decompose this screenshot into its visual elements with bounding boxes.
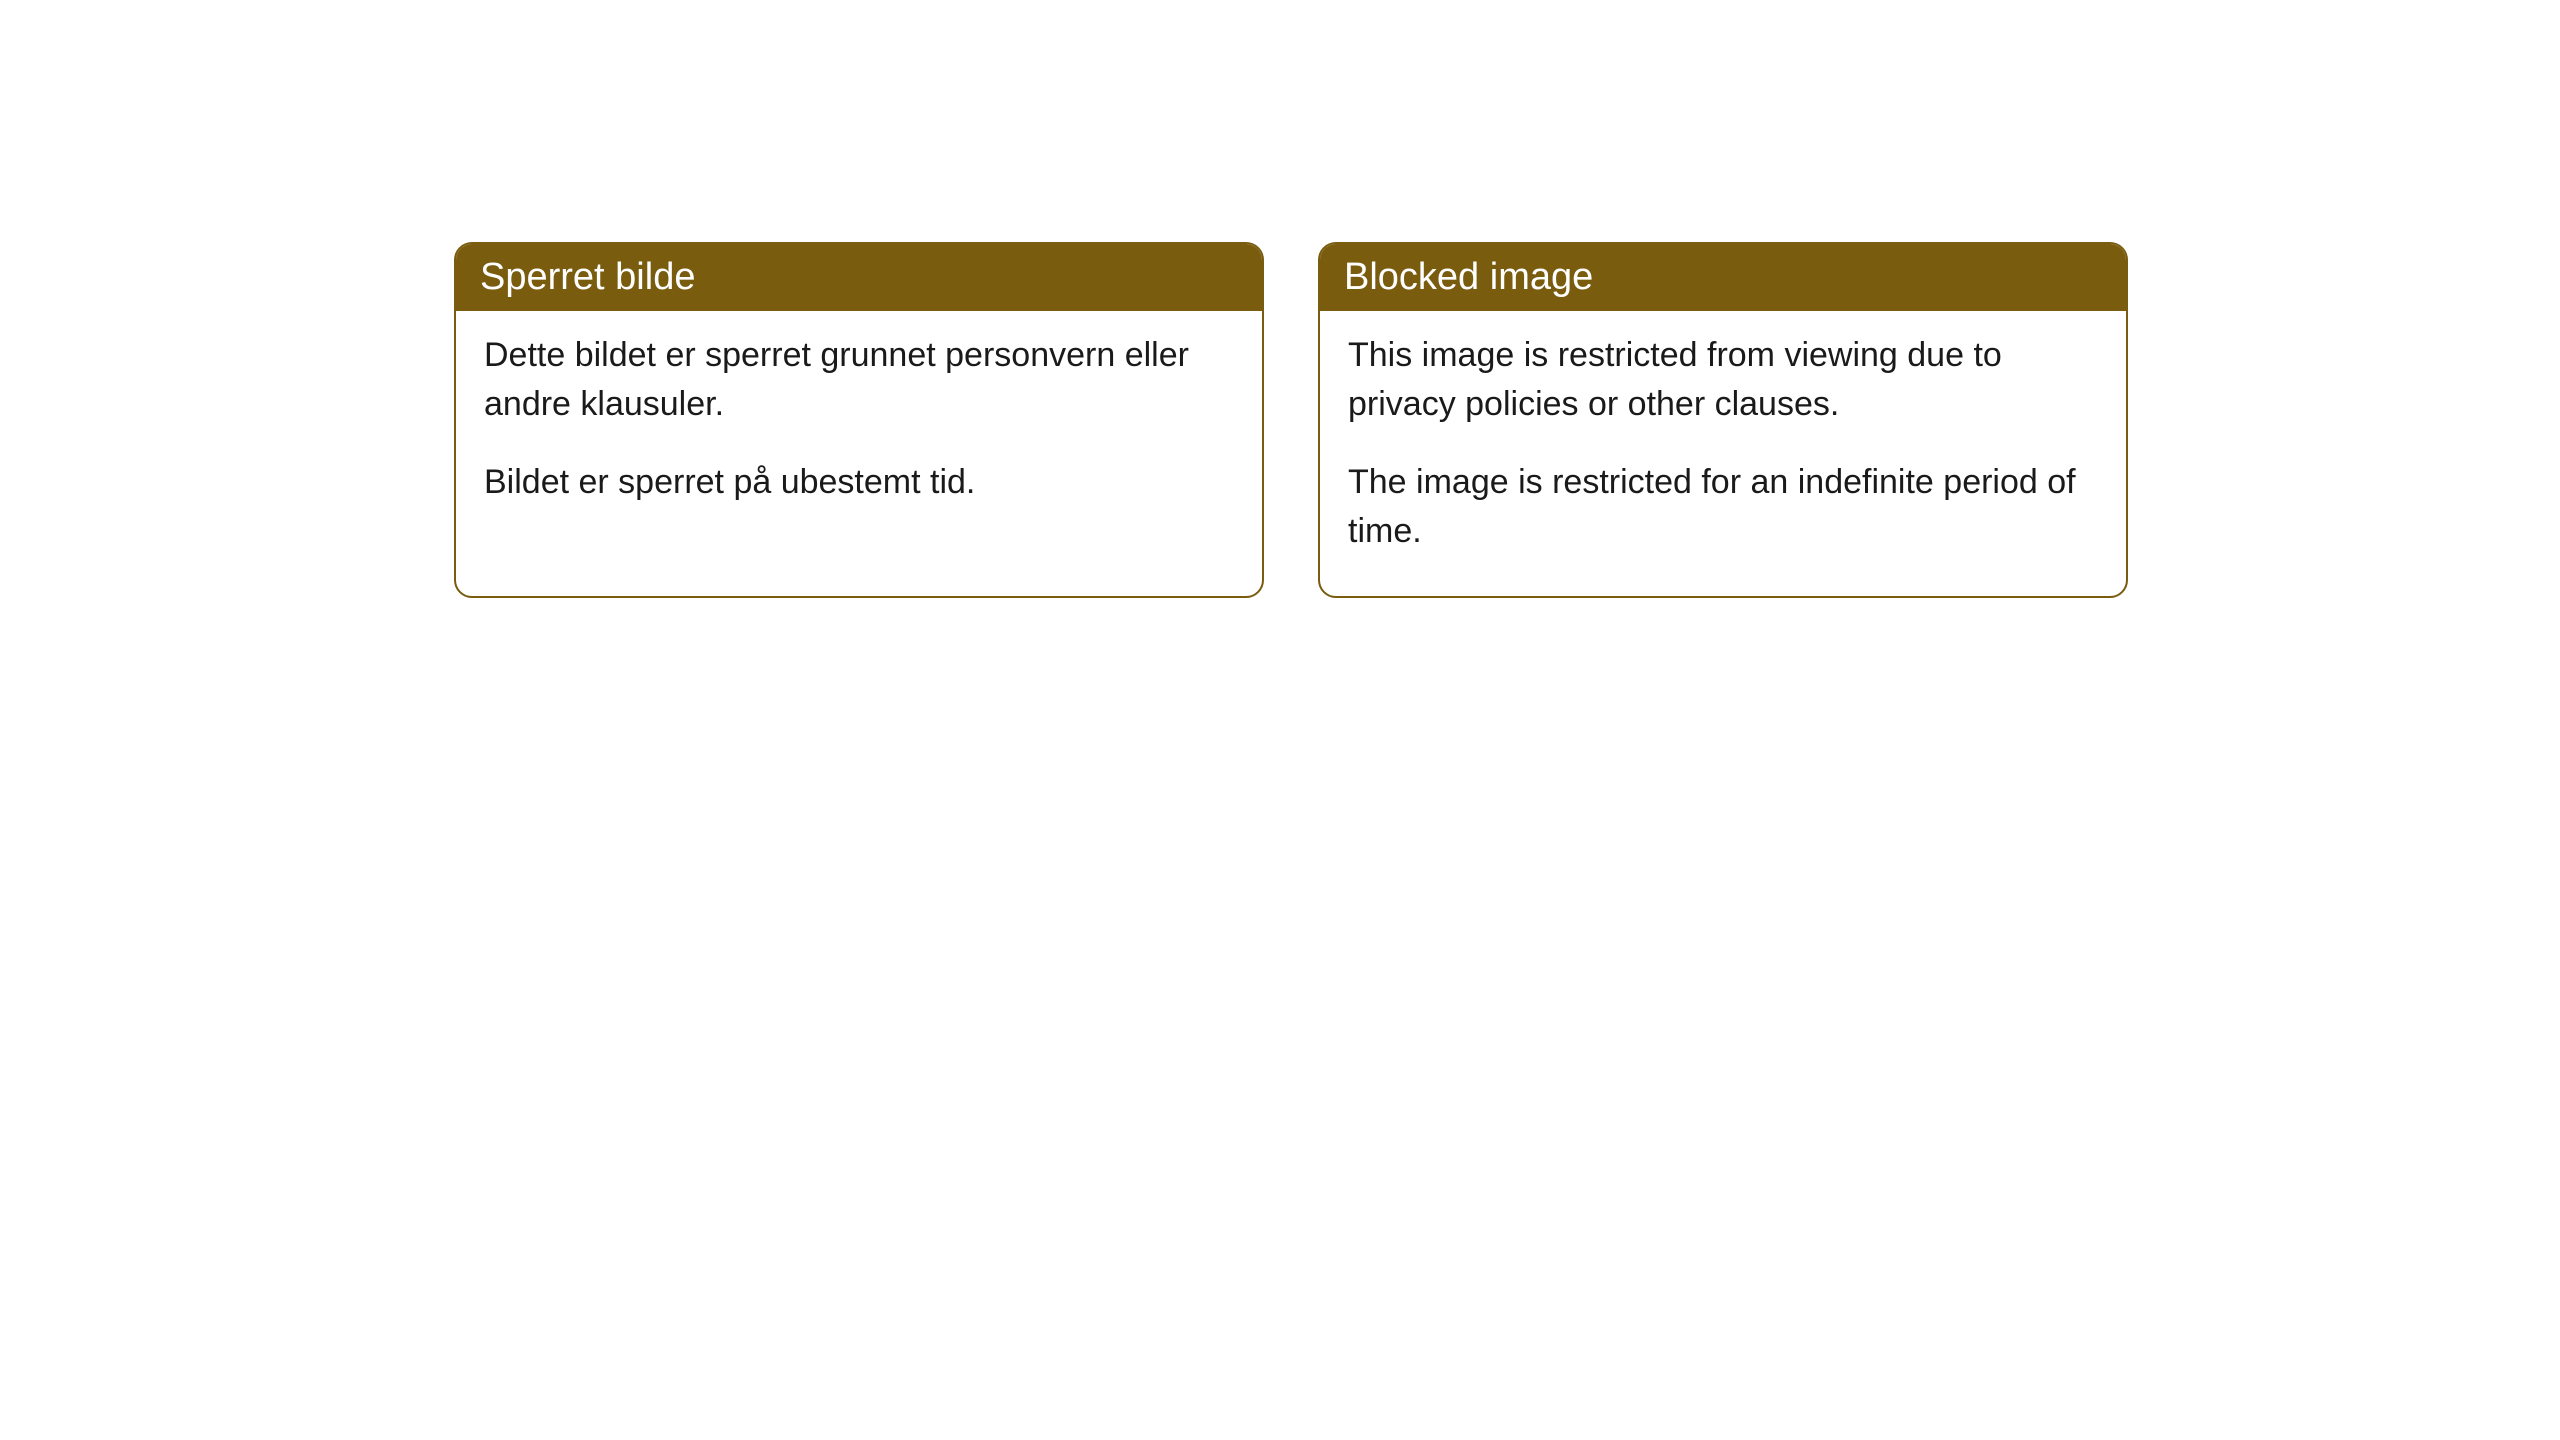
notice-cards-container: Sperret bilde Dette bildet er sperret gr… — [454, 242, 2128, 598]
notice-paragraph: The image is restricted for an indefinit… — [1348, 458, 2098, 557]
notice-card-norwegian: Sperret bilde Dette bildet er sperret gr… — [454, 242, 1264, 598]
notice-card-title: Blocked image — [1344, 256, 1593, 298]
notice-paragraph: This image is restricted from viewing du… — [1348, 331, 2098, 430]
notice-card-english: Blocked image This image is restricted f… — [1318, 242, 2128, 598]
notice-card-header: Blocked image — [1320, 244, 2126, 311]
notice-paragraph: Bildet er sperret på ubestemt tid. — [484, 458, 1234, 507]
notice-card-body: This image is restricted from viewing du… — [1320, 311, 2126, 596]
notice-card-title: Sperret bilde — [480, 256, 695, 298]
notice-paragraph: Dette bildet er sperret grunnet personve… — [484, 331, 1234, 430]
notice-card-body: Dette bildet er sperret grunnet personve… — [456, 311, 1262, 547]
notice-card-header: Sperret bilde — [456, 244, 1262, 311]
